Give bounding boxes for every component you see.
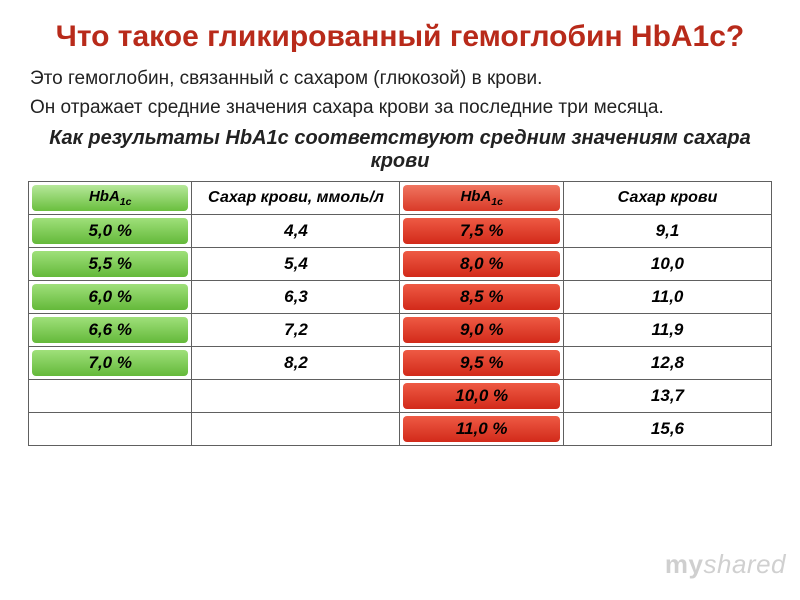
hba-left-cell: 5,0 % (29, 214, 192, 247)
table-row: 11,0 % 15,6 (29, 412, 772, 445)
sugar-left-cell: 7,2 (192, 313, 400, 346)
sugar-left-cell: 4,4 (192, 214, 400, 247)
sugar-left-cell: 6,3 (192, 280, 400, 313)
table-header-row: HbA1c Сахар крови, ммоль/л HbA1c Сахар к… (29, 181, 772, 214)
hba-right-cell: 9,5 % (400, 346, 563, 379)
sugar-left-cell (192, 379, 400, 412)
hba-right-cell: 11,0 % (400, 412, 563, 445)
sugar-left-cell (192, 412, 400, 445)
col-header-sugar-left: Сахар крови, ммоль/л (192, 181, 400, 214)
table-row: 10,0 % 13,7 (29, 379, 772, 412)
hba-right-value: 7,5 % (460, 221, 503, 240)
table-row: 7,0 % 8,2 9,5 % 12,8 (29, 346, 772, 379)
hba-right-value: 10,0 % (455, 386, 508, 405)
table-row: 6,6 % 7,2 9,0 % 11,9 (29, 313, 772, 346)
hba-right-cell: 7,5 % (400, 214, 563, 247)
hba-left-cell: 7,0 % (29, 346, 192, 379)
col-header-hba-right: HbA1c (400, 181, 563, 214)
hba-left-cell: 6,0 % (29, 280, 192, 313)
hba-left-value: 5,0 % (88, 221, 131, 240)
table-row: 6,0 % 6,3 8,5 % 11,0 (29, 280, 772, 313)
sugar-right-cell: 15,6 (563, 412, 771, 445)
sugar-right-cell: 11,0 (563, 280, 771, 313)
hba-right-cell: 8,5 % (400, 280, 563, 313)
hba-left-value: 7,0 % (88, 353, 131, 372)
hba-right-cell: 9,0 % (400, 313, 563, 346)
hba-right-cell: 8,0 % (400, 247, 563, 280)
watermark: myshared (665, 549, 786, 580)
table-row: 5,0 % 4,4 7,5 % 9,1 (29, 214, 772, 247)
sugar-left-cell: 8,2 (192, 346, 400, 379)
table-row: 5,5 % 5,4 8,0 % 10,0 (29, 247, 772, 280)
hba-right-value: 9,0 % (460, 320, 503, 339)
hba-right-cell: 10,0 % (400, 379, 563, 412)
hba-left-value: 6,0 % (88, 287, 131, 306)
hba-left-cell (29, 379, 192, 412)
paragraph-1: Это гемоглобин, связанный с сахаром (глю… (28, 66, 772, 92)
sugar-right-cell: 10,0 (563, 247, 771, 280)
hba-right-value: 11,0 % (456, 419, 508, 438)
page-title: Что такое гликированный гемоглобин HbA1c… (28, 18, 772, 56)
sugar-right-cell: 13,7 (563, 379, 771, 412)
paragraph-2: Он отражает средние значения сахара кров… (28, 95, 772, 121)
sugar-right-cell: 11,9 (563, 313, 771, 346)
col-header-sugar-right: Сахар крови (563, 181, 771, 214)
hba-left-cell: 6,6 % (29, 313, 192, 346)
sugar-right-cell: 12,8 (563, 346, 771, 379)
hba-right-value: 9,5 % (460, 353, 503, 372)
hba1c-table: HbA1c Сахар крови, ммоль/л HbA1c Сахар к… (28, 181, 772, 446)
col-header-hba-left: HbA1c (29, 181, 192, 214)
hba-left-value: 6,6 % (88, 320, 131, 339)
sugar-left-cell: 5,4 (192, 247, 400, 280)
hba-right-value: 8,0 % (460, 254, 503, 273)
hba-left-cell: 5,5 % (29, 247, 192, 280)
hba-left-cell (29, 412, 192, 445)
sugar-right-cell: 9,1 (563, 214, 771, 247)
table-subheader: Как результаты HbA1c соответствуют средн… (28, 127, 772, 173)
hba-right-value: 8,5 % (460, 287, 503, 306)
hba-left-value: 5,5 % (88, 254, 131, 273)
